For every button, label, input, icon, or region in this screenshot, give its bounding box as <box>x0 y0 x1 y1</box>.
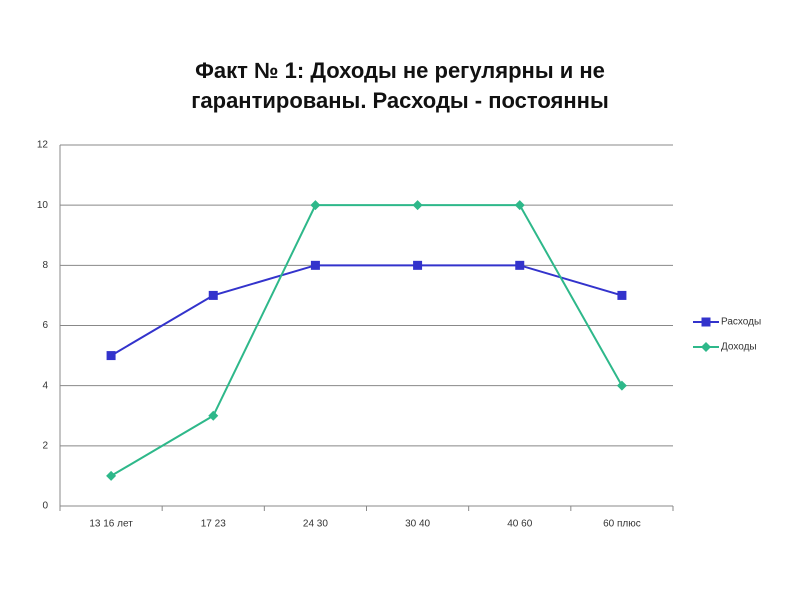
marker <box>208 410 219 421</box>
y-tick-label: 0 <box>42 501 48 512</box>
marker <box>310 200 321 211</box>
y-tick-label: 10 <box>37 200 49 211</box>
marker <box>106 351 116 361</box>
line <box>110 264 623 357</box>
x-tick-label: 30 40 <box>405 519 430 530</box>
y-tick-label: 8 <box>42 260 48 271</box>
legend-label: Доходы <box>721 342 757 353</box>
x-tick-label: 24 30 <box>303 519 328 530</box>
y-tick-label: 2 <box>42 440 48 451</box>
chart-title: гарантированы. Расходы - постоянны <box>191 88 609 113</box>
legend-label: Расходы <box>721 317 761 328</box>
marker <box>701 342 711 352</box>
marker <box>617 290 627 300</box>
marker <box>514 200 525 211</box>
x-tick-label: 17 23 <box>201 519 226 530</box>
x-tick-label: 60 плюс <box>603 519 641 530</box>
marker <box>106 470 117 481</box>
line <box>110 204 623 477</box>
marker <box>515 260 525 270</box>
marker <box>616 380 627 391</box>
chart-title: Факт № 1: Доходы не регулярны и не <box>195 58 605 83</box>
marker <box>701 317 711 327</box>
y-tick-label: 12 <box>37 140 49 151</box>
x-tick-label: 40 60 <box>507 519 532 530</box>
y-tick-label: 4 <box>42 380 48 391</box>
x-tick-label: 13 16 лет <box>89 519 133 530</box>
marker <box>208 290 218 300</box>
marker <box>412 200 423 211</box>
marker <box>413 260 423 270</box>
marker <box>310 260 320 270</box>
y-tick-label: 6 <box>42 320 48 331</box>
